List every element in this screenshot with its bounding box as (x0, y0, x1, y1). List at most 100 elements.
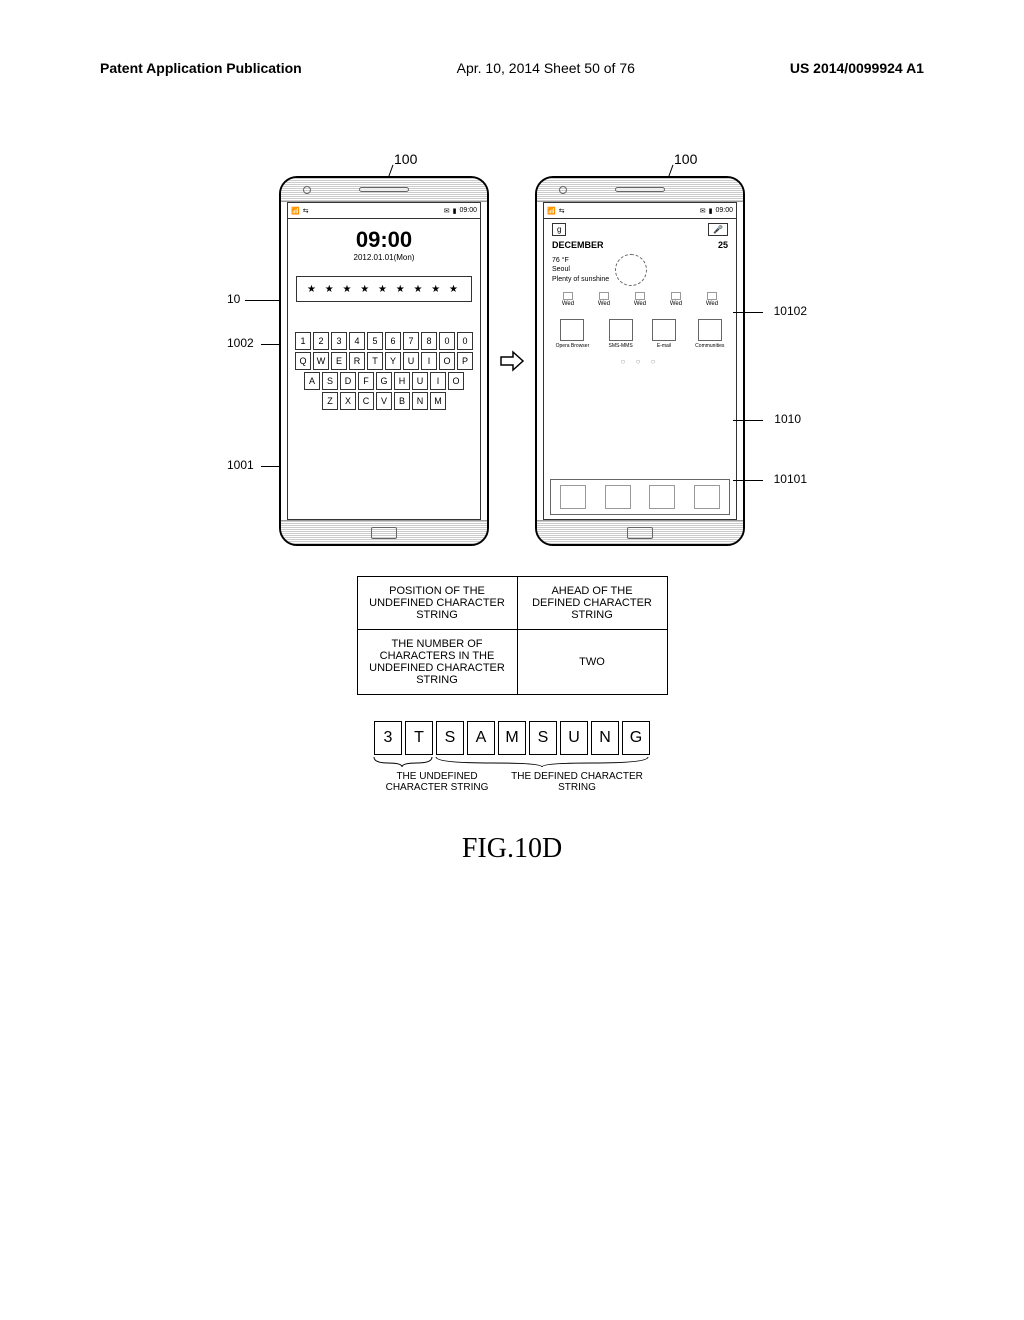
status-right: ✉▮09:00 (700, 207, 733, 215)
defined-label: THE DEFINED CHARACTER STRING (502, 771, 652, 793)
forecast-item: Wed (634, 292, 646, 307)
speaker (359, 187, 409, 192)
lead-line (733, 312, 763, 313)
wifi-icon: ⇆ (559, 207, 565, 215)
mail-icon: ✉ (444, 207, 450, 215)
search-input[interactable]: g (552, 223, 566, 236)
kb-key[interactable]: B (394, 392, 410, 410)
phone-screen: 📶⇆ ✉▮09:00 g 🎤 DECEMBER 25 76 °F (543, 202, 737, 520)
wifi-icon: ⇆ (303, 207, 309, 215)
mic-button[interactable]: 🎤 (708, 223, 728, 236)
forecast-icon (707, 292, 717, 300)
forecast-day: Wed (562, 301, 574, 307)
status-left: 📶⇆ (547, 207, 565, 215)
kb-key[interactable]: F (358, 372, 374, 390)
kb-key[interactable]: W (313, 352, 329, 370)
home-button[interactable] (371, 527, 397, 539)
undefined-label: THE UNDEFINED CHARACTER STRING (372, 771, 502, 793)
header-right: US 2014/0099924 A1 (790, 60, 924, 76)
signal-icon: 📶 (547, 207, 556, 215)
kb-row-4: ZXCVBNM (292, 392, 476, 410)
apps-app-icon[interactable] (694, 485, 720, 509)
kb-key[interactable]: Z (322, 392, 338, 410)
kb-key[interactable]: M (430, 392, 446, 410)
app-icon (698, 319, 722, 341)
ref-1001: 1001 (227, 458, 254, 472)
char-box: A (467, 721, 495, 755)
kb-key[interactable]: E (331, 352, 347, 370)
kb-key[interactable]: 0 (439, 332, 455, 350)
kb-key[interactable]: Y (385, 352, 401, 370)
temp: 76 °F (552, 256, 609, 265)
kb-key[interactable]: P (457, 352, 473, 370)
forecast-icon (563, 292, 573, 300)
kb-key[interactable]: U (403, 352, 419, 370)
contacts-app-icon[interactable] (605, 485, 631, 509)
kb-key[interactable]: A (304, 372, 320, 390)
status-bar: 📶⇆ ✉▮09:00 (288, 203, 480, 219)
kb-key[interactable]: G (376, 372, 392, 390)
password-input[interactable]: ★ ★ ★ ★ ★ ★ ★ ★ ★ (296, 276, 472, 302)
table-cell: TWO (517, 630, 667, 695)
kb-key[interactable]: 8 (421, 332, 437, 350)
day-label: 25 (718, 240, 728, 250)
figure-area: 100 100 10 1002 1001 📶⇆ ✉▮09:00 09:00 (100, 176, 924, 865)
kb-key[interactable]: X (340, 392, 356, 410)
app-label: Opera Browser (556, 343, 590, 349)
battery-icon: ▮ (709, 207, 713, 215)
kb-key[interactable]: 7 (403, 332, 419, 350)
kb-key[interactable]: O (439, 352, 455, 370)
lead-line (733, 420, 763, 421)
char-box: S (529, 721, 557, 755)
kb-key[interactable]: 4 (349, 332, 365, 350)
kb-key[interactable]: 1 (295, 332, 311, 350)
app-item[interactable]: SMS-MMS (609, 319, 633, 349)
kb-key[interactable]: D (340, 372, 356, 390)
weather-widget: 76 °F Seoul Plenty of sunshine (544, 250, 736, 290)
app-item[interactable]: Opera Browser (556, 319, 590, 349)
apps-row: Opera Browser SMS-MMS E-mail Communities (544, 311, 736, 357)
lead-line (733, 480, 763, 481)
ref-10101: 10101 (774, 472, 807, 486)
kb-key[interactable]: C (358, 392, 374, 410)
char-box: T (405, 721, 433, 755)
kb-key[interactable]: R (349, 352, 365, 370)
page-header: Patent Application Publication Apr. 10, … (100, 60, 924, 76)
kb-key[interactable]: H (394, 372, 410, 390)
sun-icon (615, 254, 647, 286)
kb-key[interactable]: O (448, 372, 464, 390)
clock-time: 09:00 (288, 227, 480, 253)
char-box: N (591, 721, 619, 755)
phone-bottom (281, 520, 487, 544)
cond: Plenty of sunshine (552, 275, 609, 284)
app-item[interactable]: Communities (695, 319, 724, 349)
app-item[interactable]: E-mail (652, 319, 676, 349)
kb-key[interactable]: 5 (367, 332, 383, 350)
home-button[interactable] (627, 527, 653, 539)
kb-key[interactable]: Q (295, 352, 311, 370)
forecast-item: Wed (670, 292, 682, 307)
kb-key[interactable]: U (412, 372, 428, 390)
kb-key[interactable]: S (322, 372, 338, 390)
kb-key[interactable]: 0 (457, 332, 473, 350)
kb-key[interactable]: 3 (331, 332, 347, 350)
kb-key[interactable]: T (367, 352, 383, 370)
kb-key[interactable]: 6 (385, 332, 401, 350)
status-left: 📶⇆ (291, 207, 309, 215)
kb-key[interactable]: V (376, 392, 392, 410)
forecast-item: Wed (562, 292, 574, 307)
app-label: SMS-MMS (609, 343, 633, 349)
kb-key[interactable]: 2 (313, 332, 329, 350)
messages-app-icon[interactable] (649, 485, 675, 509)
forecast-icon (671, 292, 681, 300)
kb-key[interactable]: I (430, 372, 446, 390)
app-label: Communities (695, 343, 724, 349)
arrow-right-icon (499, 349, 525, 373)
kb-key[interactable]: I (421, 352, 437, 370)
phone-app-icon[interactable] (560, 485, 586, 509)
clock-date: 2012.01.01(Mon) (288, 253, 480, 262)
city: Seoul (552, 265, 609, 274)
char-box: G (622, 721, 650, 755)
table-cell: POSITION OF THE UNDEFINED CHARACTER STRI… (357, 577, 517, 630)
kb-key[interactable]: N (412, 392, 428, 410)
